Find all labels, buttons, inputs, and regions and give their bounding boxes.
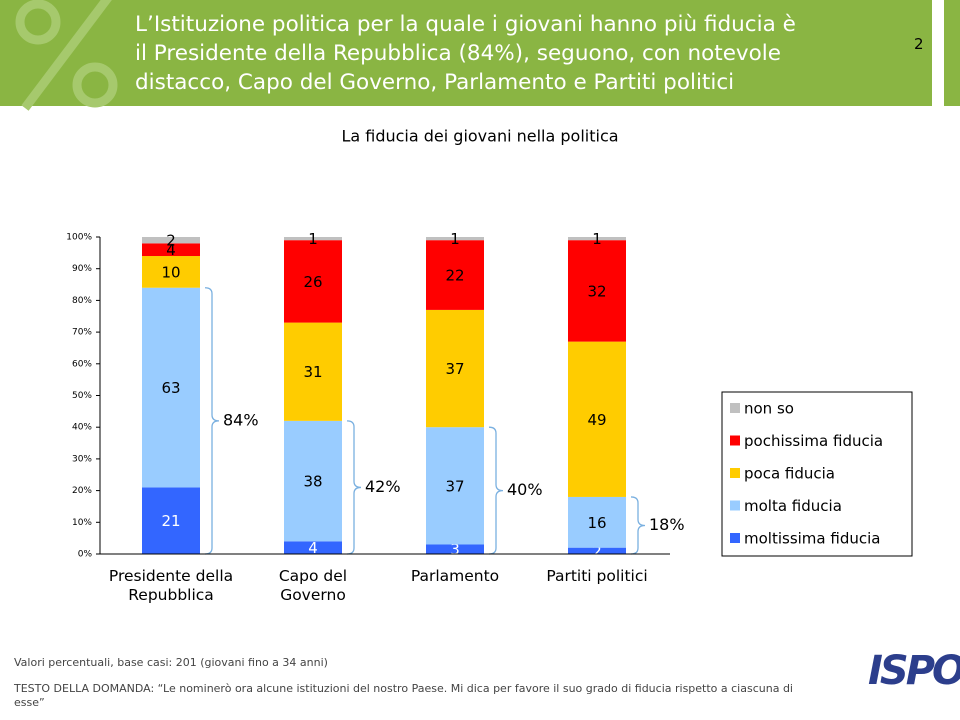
y-tick-label: 30% <box>72 454 92 464</box>
title-line: il Presidente della Repubblica (84%), se… <box>135 41 781 66</box>
bar-segment <box>568 341 626 497</box>
y-tick-label: 40% <box>72 423 92 433</box>
annotation: 42% <box>365 477 401 496</box>
legend-swatch <box>730 435 740 446</box>
y-tick-label: 20% <box>72 486 92 496</box>
data-label: 63 <box>161 379 180 397</box>
data-label: 49 <box>587 411 606 429</box>
data-label: 32 <box>587 282 606 300</box>
y-tick-label: 10% <box>72 518 92 528</box>
bar-segment <box>142 237 200 244</box>
header-strip <box>944 0 960 106</box>
x-tick-label: Capo del Governo <box>278 567 348 604</box>
data-label: 4 <box>166 241 176 259</box>
brace <box>488 426 504 555</box>
question-text: TESTO DELLA DOMANDA: “Le nominerò ora al… <box>14 682 793 709</box>
data-label: 1 <box>592 230 602 248</box>
bar-segment <box>426 240 484 310</box>
header-band <box>0 0 932 106</box>
data-label: 10 <box>161 263 180 281</box>
annotation: 18% <box>649 515 685 534</box>
y-tick-label: 60% <box>72 359 92 369</box>
bar-segment <box>284 322 342 421</box>
data-label: 21 <box>161 512 180 530</box>
footnote: Valori percentuali, base casi: 201 (giov… <box>14 656 328 669</box>
y-tick-label: 50% <box>72 391 92 401</box>
bar-segment <box>142 287 200 488</box>
y-tick-label: 0% <box>78 550 93 560</box>
y-tick-label: 80% <box>72 296 92 306</box>
legend-swatch <box>730 500 740 511</box>
data-label: 3 <box>450 541 460 559</box>
brace <box>204 287 220 555</box>
legend-label: moltissima fiducia <box>744 530 880 548</box>
x-tick-label: Presidente della Repubblica <box>108 567 234 604</box>
legend-label: poca fiducia <box>744 465 835 483</box>
y-tick-label: 70% <box>72 328 92 338</box>
bar-segment <box>426 427 484 545</box>
legend-label: non so <box>744 400 794 418</box>
bar-segment <box>568 547 626 554</box>
bar-segment <box>568 240 626 342</box>
data-label: 26 <box>303 273 322 291</box>
data-label: 1 <box>308 230 318 248</box>
bar-segment <box>426 309 484 428</box>
header-title: L’Istituzione politica per la quale i gi… <box>135 10 796 97</box>
data-label: 37 <box>445 477 464 495</box>
data-label: 2 <box>592 542 602 560</box>
data-label: 1 <box>450 230 460 248</box>
page-number: 2 <box>914 35 924 53</box>
chart-title: La fiducia dei giovani nella politica <box>341 127 618 146</box>
legend-swatch <box>730 533 740 543</box>
bar-segment <box>284 420 342 542</box>
legend-swatch <box>730 403 740 413</box>
data-label: 16 <box>587 514 606 532</box>
x-tick-label: Parlamento <box>410 567 500 585</box>
data-label: 2 <box>166 232 176 250</box>
y-tick-label: 90% <box>72 264 92 274</box>
annotation: 84% <box>223 410 259 429</box>
legend-label: pochissima fiducia <box>744 432 883 450</box>
bar-segment <box>568 496 626 548</box>
logo: ISPO <box>868 648 960 694</box>
data-label: 38 <box>303 473 322 491</box>
y-tick-label: 100% <box>66 233 92 243</box>
legend-box <box>721 391 913 557</box>
bar-segment <box>426 237 484 241</box>
bar-segment <box>284 240 342 323</box>
title-line: distacco, Capo del Governo, Parlamento e… <box>135 70 735 95</box>
data-label: 31 <box>303 363 322 381</box>
bar-segment <box>284 237 342 241</box>
x-tick-label: Partiti politici <box>546 567 648 585</box>
brace <box>630 496 646 555</box>
annotation: 40% <box>507 480 543 499</box>
watermark <box>15 0 118 111</box>
data-label: 22 <box>445 267 464 285</box>
bar-segment <box>568 237 626 241</box>
bar-segment <box>426 544 484 554</box>
data-label: 37 <box>445 360 464 378</box>
legend-label: molta fiducia <box>744 497 842 515</box>
bar-segment <box>142 256 200 288</box>
legend-swatch <box>730 468 740 478</box>
bar-segment <box>142 243 200 257</box>
bar-segment <box>142 487 200 554</box>
title-line: L’Istituzione politica per la quale i gi… <box>135 12 796 37</box>
data-label: 4 <box>308 539 318 557</box>
bar-segment <box>284 541 342 554</box>
brace <box>346 420 362 555</box>
